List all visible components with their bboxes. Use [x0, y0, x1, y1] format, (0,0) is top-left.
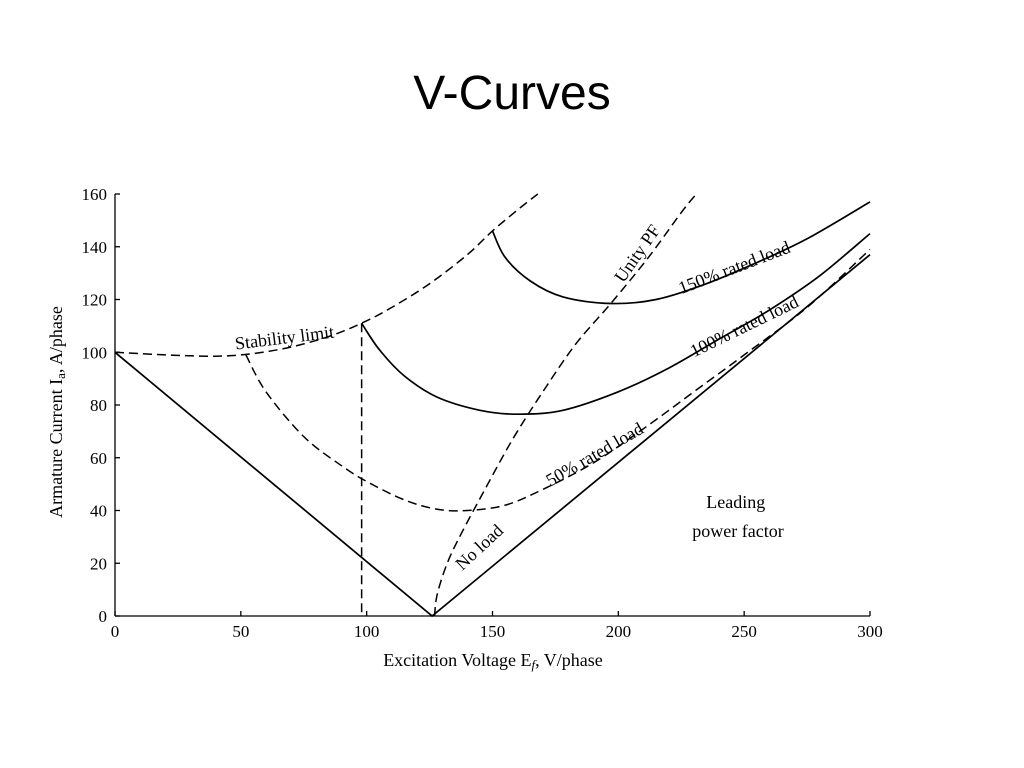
series-layer: [114, 193, 871, 618]
x-tick-label: 150: [480, 622, 506, 641]
series-100pct-rated-load: [360, 232, 871, 416]
curve-label-unity-pf: Unity PF: [610, 221, 664, 286]
y-tick-label: 60: [90, 449, 107, 468]
y-axis-title-subscript: a: [53, 373, 68, 379]
x-tick-label: 200: [606, 622, 632, 641]
x-tick-label: 250: [731, 622, 757, 641]
curve-label-150pct-rated-load: 150% rated load: [676, 237, 793, 298]
y-tick-label: 160: [82, 185, 108, 204]
curve-label-no-load: No load: [451, 520, 507, 574]
x-tick-label: 0: [111, 622, 120, 641]
y-tick-label: 20: [90, 554, 107, 573]
slide-title: V-Curves: [413, 67, 611, 120]
curve-label-50pct-rated-load: 50% rated load: [542, 418, 646, 490]
region-label-leading-pf: Leading power factor: [692, 492, 783, 541]
series-50pct-rated-load: [245, 248, 871, 512]
x-axis-title: Excitation Voltage Ef, V/phase: [383, 650, 603, 672]
y-tick-label: 40: [90, 502, 107, 521]
y-tick-label: 140: [82, 238, 108, 257]
x-tick-label: 50: [232, 622, 249, 641]
x-tick-label: 100: [354, 622, 380, 641]
series-no-load: [114, 254, 871, 618]
series-unity-pf: [433, 193, 697, 617]
x-axis-title-subscript: f: [532, 657, 538, 672]
y-tick-label: 100: [82, 343, 108, 362]
y-axis-title: Armature Current Ia, A/phase: [46, 306, 68, 518]
axes: 0 50 100 150 200 250 300 0 20 40 60 80 100 120 140 160: [82, 185, 883, 641]
y-tick-label: 0: [99, 607, 108, 626]
series-150pct-rated-load: [491, 201, 871, 305]
y-tick-label: 120: [82, 291, 108, 310]
y-tick-label: 80: [90, 396, 107, 415]
series-stability-limit: [114, 193, 539, 357]
x-tick-label: 300: [857, 622, 883, 641]
